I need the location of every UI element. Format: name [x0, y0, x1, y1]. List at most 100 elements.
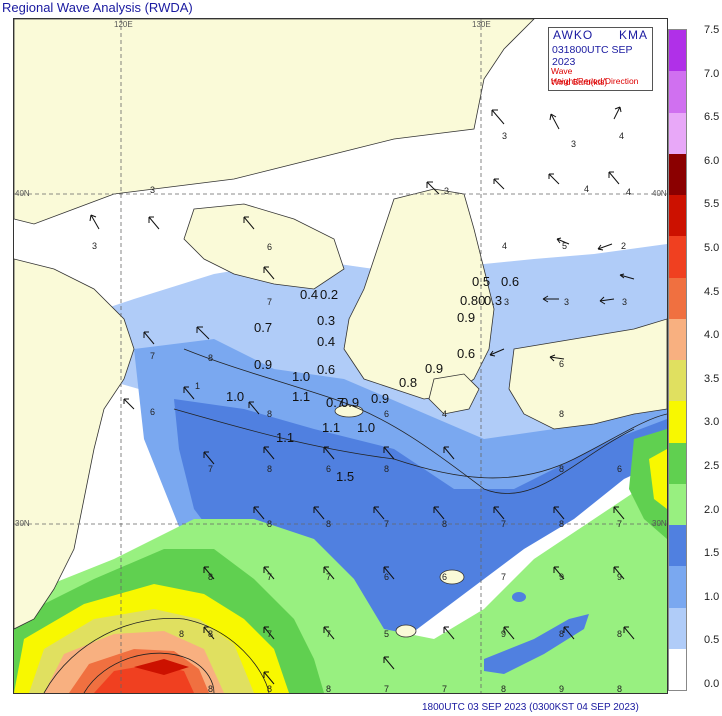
- isoline-label: 0.7: [326, 395, 345, 410]
- color-scale-label: 6.0: [704, 154, 720, 167]
- period-label: 6: [267, 242, 273, 252]
- period-label: 7: [208, 464, 214, 474]
- period-label: 8: [559, 519, 565, 529]
- period-label: 6: [150, 407, 156, 417]
- period-label: 6: [326, 464, 332, 474]
- valid-time: 031800UTC SEP 2023: [552, 44, 633, 68]
- isoline-label: 0.8: [399, 375, 418, 390]
- period-label: 7: [267, 297, 273, 307]
- period-label: 4: [619, 131, 625, 141]
- color-scale-label: 0.5: [704, 634, 720, 647]
- footer-time: 1800UTC 03 SEP 2023 (0300KST 04 SEP 2023…: [422, 702, 639, 713]
- agency-header: AWKO KMA: [553, 28, 647, 42]
- period-label: 6: [617, 464, 623, 474]
- color-scale-swatch: [669, 648, 686, 690]
- lat-40-right-label: 40N: [652, 189, 667, 198]
- period-label: 2: [621, 241, 627, 251]
- isoline-label: 1.0: [292, 369, 311, 384]
- period-label: 8: [559, 464, 565, 474]
- color-scale-label: 2.0: [704, 503, 720, 516]
- color-scale-label: 1.5: [704, 547, 720, 560]
- period-label: 7: [384, 519, 390, 529]
- color-scale-swatch: [669, 195, 686, 237]
- color-scale-swatch: [669, 153, 686, 195]
- period-label: 7: [150, 351, 156, 361]
- period-label: 8: [442, 519, 448, 529]
- period-label: 9: [501, 629, 507, 639]
- period-label: 5: [562, 241, 568, 251]
- info-box: AWKO KMA 031800UTC SEP 2023 Wave Height/…: [548, 27, 653, 91]
- color-scale-swatch: [669, 30, 686, 72]
- color-scale-label: 0.0: [704, 678, 720, 690]
- color-scale-label: 4.0: [704, 329, 720, 342]
- period-label: 8: [501, 684, 507, 694]
- period-label: 8: [179, 629, 185, 639]
- isoline-label: 0.9: [425, 361, 444, 376]
- page-title: Regional Wave Analysis (RWDA): [2, 0, 193, 15]
- color-scale-swatch: [669, 566, 686, 608]
- lon-130-label: 130E: [472, 20, 491, 29]
- wave-map: 120E 130E 40N 40N 30N 30N 0.5 0.6 0.4 0.…: [13, 18, 668, 694]
- color-scale-label: 5.0: [704, 242, 720, 254]
- color-scale-swatch: [669, 360, 686, 402]
- period-label: 6: [384, 409, 390, 419]
- period-label: 6: [384, 572, 390, 582]
- period-label: 8: [208, 684, 214, 694]
- isoline-label: 1.5: [336, 469, 355, 484]
- period-label: 7: [617, 519, 623, 529]
- period-label: 8: [267, 464, 273, 474]
- lat-30-right-label: 30N: [652, 519, 667, 528]
- period-label: 8: [326, 519, 332, 529]
- color-scale-label: 7.5: [704, 24, 720, 36]
- color-scale-label: 6.5: [704, 111, 720, 124]
- color-scale-label: 5.5: [704, 198, 720, 211]
- isoline-label: 0.4: [300, 287, 319, 302]
- isoline-label: 0.3: [484, 293, 503, 308]
- legend-wave-label: Wave Height/Period/Direction: [551, 66, 639, 86]
- period-label: 4: [442, 409, 448, 419]
- color-scale-label: 1.0: [704, 590, 720, 603]
- period-label: 8: [559, 629, 565, 639]
- period-label: 8: [617, 684, 623, 694]
- period-label: 3: [504, 297, 510, 307]
- period-label: 5: [384, 629, 390, 639]
- legend-wind-label: Wind Barb(kts): [551, 77, 608, 87]
- period-label: 3: [92, 241, 98, 251]
- isoline-label: 0.9: [371, 391, 390, 406]
- isoline-label: 0.9: [341, 395, 360, 410]
- isoline-label: 0.80: [460, 293, 486, 308]
- lat-30-left-label: 30N: [15, 519, 30, 528]
- isoline-label: 1.0: [357, 420, 376, 435]
- isoline-label: 1.1: [276, 430, 295, 445]
- period-label: 7: [384, 684, 390, 694]
- period-label: 4: [502, 241, 508, 251]
- isoline-label: 0.9: [457, 310, 476, 325]
- color-scale-swatch: [669, 318, 686, 360]
- color-scale-swatch: [669, 236, 686, 278]
- color-scale-swatch: [669, 607, 686, 649]
- color-scale-swatch: [669, 525, 686, 567]
- color-scale-label: 3.0: [704, 416, 720, 429]
- period-label: 7: [267, 572, 273, 582]
- period-label: 8: [384, 464, 390, 474]
- isoline-label: 0.2: [320, 287, 339, 302]
- isoline-label: 1.0: [226, 389, 245, 404]
- agency-right-label: KMA: [619, 28, 649, 42]
- map-canvas: [14, 19, 667, 693]
- isoline-label: 0.3: [317, 313, 336, 328]
- isoline-label: 0.6: [501, 274, 520, 289]
- period-label: 3: [502, 131, 508, 141]
- period-label: 3: [444, 186, 450, 196]
- color-scale-swatch: [669, 112, 686, 154]
- isoline-label: 1.1: [322, 420, 341, 435]
- period-label: 9: [617, 572, 623, 582]
- color-scale-label: 4.5: [704, 285, 720, 298]
- lat-40-left-label: 40N: [15, 189, 30, 198]
- color-scale-label: 2.5: [704, 460, 720, 472]
- isoline-label: 1.1: [292, 389, 311, 404]
- period-label: 3: [150, 185, 156, 195]
- period-label: 8: [208, 572, 214, 582]
- color-scale-bar: [668, 29, 687, 691]
- isoline-label: 0.6: [317, 362, 336, 377]
- period-label: 3: [564, 297, 570, 307]
